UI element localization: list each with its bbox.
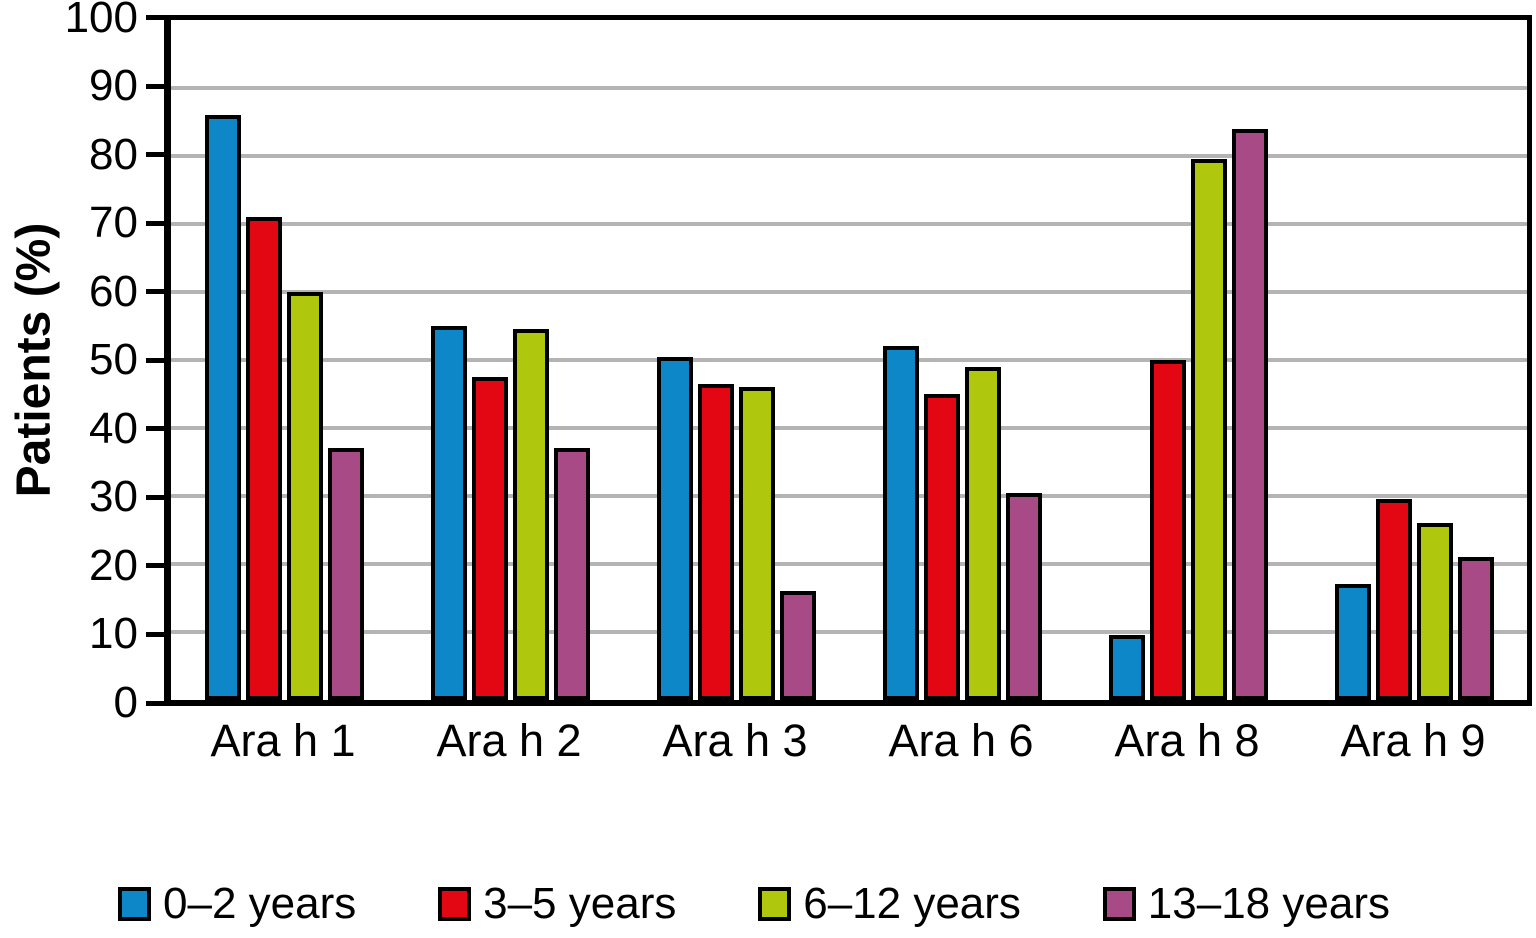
- gridline-40: [171, 426, 1527, 430]
- y-tick-60: [146, 289, 166, 295]
- y-tick-30: [146, 494, 166, 500]
- x-tick-label-ara-h-2: Ara h 2: [436, 715, 582, 766]
- bar-group-ara-h-8: [1075, 20, 1301, 700]
- y-tick-20: [146, 563, 166, 569]
- bar-ara-h-3-6–12-years: [738, 387, 775, 700]
- y-tick-label-20: 20: [89, 540, 138, 590]
- legend-label: 13–18 years: [1147, 879, 1390, 928]
- bar-group-ara-h-1: [171, 20, 397, 700]
- bar-ara-h-9-3–5-years: [1375, 499, 1412, 700]
- y-tick-90: [146, 83, 166, 89]
- bar-ara-h-8-13–18-years: [1231, 128, 1268, 700]
- bar-ara-h-3-13–18-years: [779, 591, 816, 700]
- legend-item-0–2-years: 0–2 years: [118, 880, 356, 928]
- gridline-10: [171, 630, 1527, 634]
- legend-label: 6–12 years: [803, 879, 1021, 928]
- legend-item-13–18-years: 13–18 years: [1102, 879, 1390, 928]
- bar-ara-h-6-0–2-years: [882, 346, 919, 700]
- bar-ara-h-3-0–2-years: [656, 356, 693, 700]
- x-tick-label-ara-h-6: Ara h 6: [888, 715, 1034, 766]
- legend-swatch-icon: [118, 887, 151, 921]
- bar-ara-h-1-0–2-years: [204, 115, 241, 700]
- y-tick-label-50: 50: [89, 335, 138, 385]
- y-tick-80: [146, 152, 166, 158]
- legend-swatch-icon: [438, 887, 472, 921]
- bar-ara-h-6-3–5-years: [923, 394, 960, 700]
- y-tick-label-100: 100: [64, 0, 138, 42]
- plot-area: [164, 15, 1532, 706]
- y-tick-40: [146, 426, 166, 432]
- bar-ara-h-2-6–12-years: [512, 329, 549, 700]
- x-tick-label-ara-h-9: Ara h 9: [1340, 715, 1486, 766]
- legend-swatch-icon: [758, 887, 792, 921]
- legend-item-3–5-years: 3–5 years: [438, 880, 676, 928]
- y-tick-label-70: 70: [89, 198, 138, 248]
- x-tick-label-ara-h-3: Ara h 3: [662, 715, 808, 766]
- bar-ara-h-1-6–12-years: [286, 292, 323, 700]
- legend: 0–2 years 3–5 years 6–12 years 13–18 years: [118, 874, 1390, 934]
- y-tick-label-80: 80: [89, 129, 138, 179]
- gridline-30: [171, 494, 1527, 498]
- y-tick-label-10: 10: [89, 609, 138, 659]
- gridline-80: [171, 154, 1527, 158]
- bar-ara-h-2-13–18-years: [553, 448, 590, 700]
- legend-label: 0–2 years: [163, 879, 357, 928]
- bar-group-ara-h-2: [397, 20, 623, 700]
- y-tick-10: [146, 631, 166, 637]
- bar-ara-h-9-6–12-years: [1416, 523, 1453, 700]
- legend-item-6–12-years: 6–12 years: [758, 880, 1021, 928]
- y-tick-label-90: 90: [89, 61, 138, 111]
- gridline-90: [171, 86, 1527, 90]
- y-tick-100: [146, 15, 166, 20]
- y-tick-label-0: 0: [113, 678, 138, 727]
- legend-label: 3–5 years: [483, 879, 677, 928]
- y-tick-label-40: 40: [89, 403, 138, 453]
- bar-ara-h-2-3–5-years: [471, 377, 508, 700]
- x-tick-label-ara-h-8: Ara h 8: [1114, 715, 1260, 766]
- bar-group-ara-h-9: [1301, 20, 1527, 700]
- bar-ara-h-3-3–5-years: [697, 383, 734, 700]
- bar-group-ara-h-6: [849, 20, 1075, 700]
- bar-ara-h-6-6–12-years: [964, 366, 1001, 700]
- bar-ara-h-8-0–2-years: [1108, 635, 1145, 700]
- bar-group-ara-h-3: [623, 20, 849, 700]
- bar-ara-h-1-3–5-years: [245, 217, 282, 700]
- y-tick-label-60: 60: [89, 266, 138, 316]
- y-tick-70: [146, 220, 166, 226]
- gridline-20: [171, 562, 1527, 566]
- bar-ara-h-8-3–5-years: [1149, 360, 1186, 700]
- bar-ara-h-1-13–18-years: [327, 448, 364, 700]
- bar-ara-h-2-0–2-years: [430, 326, 467, 700]
- gridline-60: [171, 290, 1527, 294]
- bar-ara-h-8-6–12-years: [1190, 159, 1227, 700]
- gridline-70: [171, 222, 1527, 226]
- y-tick-50: [146, 357, 166, 363]
- legend-swatch-icon: [1102, 887, 1136, 921]
- y-tick-0: [146, 700, 166, 706]
- bar-ara-h-9-13–18-years: [1457, 557, 1494, 700]
- x-tick-label-ara-h-1: Ara h 1: [210, 715, 356, 766]
- gridline-50: [171, 358, 1527, 362]
- bar-ara-h-9-0–2-years: [1334, 584, 1371, 700]
- bar-ara-h-6-13–18-years: [1005, 492, 1042, 700]
- y-tick-label-30: 30: [89, 472, 138, 522]
